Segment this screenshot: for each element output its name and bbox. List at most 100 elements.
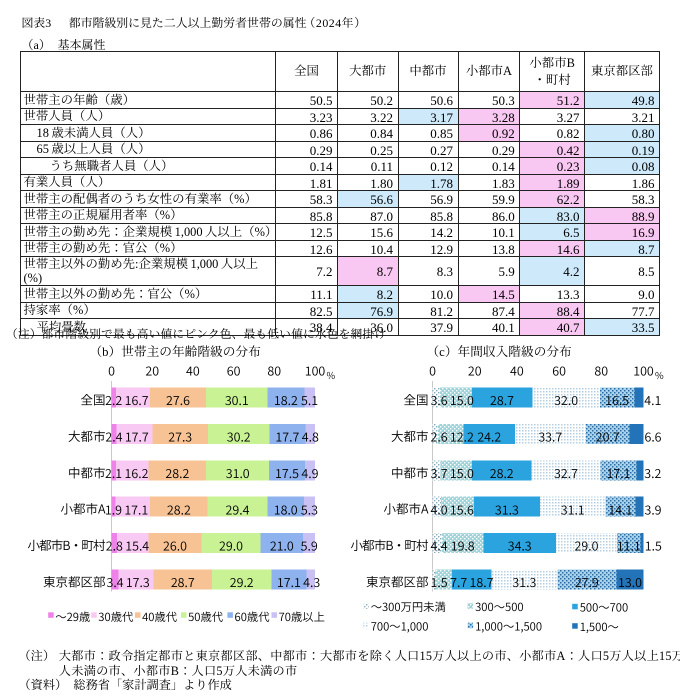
svg-text:30.1: 30.1 bbox=[225, 390, 249, 409]
svg-text:小都市B・町村: 小都市B・町村 bbox=[28, 535, 106, 554]
svg-text:15.0: 15.0 bbox=[450, 463, 474, 482]
svg-text:16.5: 16.5 bbox=[605, 390, 629, 409]
svg-text:17.1: 17.1 bbox=[607, 463, 631, 482]
svg-text:3.6: 3.6 bbox=[431, 390, 448, 409]
svg-text:16.2: 16.2 bbox=[125, 463, 149, 482]
svg-text:小都市A: 小都市A bbox=[383, 499, 429, 518]
svg-text:80: 80 bbox=[267, 361, 281, 380]
svg-text:1.5: 1.5 bbox=[645, 536, 662, 555]
svg-text:7.7: 7.7 bbox=[450, 572, 467, 591]
svg-text:2.8: 2.8 bbox=[106, 536, 123, 555]
svg-text:2.2: 2.2 bbox=[105, 390, 122, 409]
svg-text:40歳代: 40歳代 bbox=[142, 609, 177, 625]
svg-text:3.9: 3.9 bbox=[644, 499, 661, 518]
svg-text:21.0: 21.0 bbox=[270, 536, 294, 555]
svg-text:6.6: 6.6 bbox=[644, 427, 661, 446]
svg-text:31.3: 31.3 bbox=[512, 572, 536, 591]
svg-text:15.0: 15.0 bbox=[450, 390, 474, 409]
svg-text:26.0: 26.0 bbox=[163, 536, 187, 555]
svg-text:27.6: 27.6 bbox=[166, 390, 190, 409]
svg-text:31.1: 31.1 bbox=[561, 499, 585, 518]
svg-text:300～500: 300～500 bbox=[475, 599, 524, 615]
svg-text:全国: 全国 bbox=[403, 390, 428, 409]
svg-text:0: 0 bbox=[108, 361, 115, 380]
svg-text:29.4: 29.4 bbox=[226, 499, 250, 518]
svg-text:5.9: 5.9 bbox=[301, 536, 318, 555]
svg-text:12.2: 12.2 bbox=[450, 427, 474, 446]
svg-text:28.7: 28.7 bbox=[171, 572, 195, 591]
svg-text:0: 0 bbox=[429, 361, 436, 380]
svg-text:700～1,000: 700～1,000 bbox=[371, 619, 429, 635]
svg-text:40: 40 bbox=[186, 361, 200, 380]
svg-text:17.1: 17.1 bbox=[124, 499, 148, 518]
svg-text:30歳代: 30歳代 bbox=[98, 609, 133, 625]
svg-text:40: 40 bbox=[510, 361, 524, 380]
svg-text:全国: 全国 bbox=[80, 390, 105, 409]
svg-text:小都市B・町村: 小都市B・町村 bbox=[351, 535, 429, 554]
svg-text:18.2: 18.2 bbox=[274, 390, 298, 409]
svg-text:17.1: 17.1 bbox=[277, 572, 301, 591]
svg-text:3.4: 3.4 bbox=[106, 572, 123, 591]
svg-text:17.7: 17.7 bbox=[125, 427, 149, 446]
svg-text:4.3: 4.3 bbox=[303, 572, 320, 591]
svg-text:18.0: 18.0 bbox=[274, 499, 298, 518]
svg-text:大都市: 大都市 bbox=[391, 426, 429, 445]
svg-text:28.2: 28.2 bbox=[167, 499, 191, 518]
svg-text:1.5: 1.5 bbox=[431, 572, 448, 591]
svg-text:4.4: 4.4 bbox=[431, 536, 448, 555]
svg-text:28.7: 28.7 bbox=[490, 390, 514, 409]
svg-text:24.2: 24.2 bbox=[477, 427, 501, 446]
svg-text:27.3: 27.3 bbox=[168, 427, 192, 446]
svg-text:50歳代: 50歳代 bbox=[188, 609, 223, 625]
svg-text:中都市: 中都市 bbox=[68, 462, 106, 481]
svg-text:2.6: 2.6 bbox=[431, 427, 448, 446]
svg-text:東京都区部: 東京都区部 bbox=[43, 572, 106, 591]
svg-text:4.8: 4.8 bbox=[302, 427, 319, 446]
svg-text:11.1: 11.1 bbox=[617, 536, 641, 555]
svg-text:大都市: 大都市 bbox=[68, 426, 106, 445]
svg-text:～29歳: ～29歳 bbox=[55, 609, 90, 625]
svg-text:15.6: 15.6 bbox=[450, 499, 474, 518]
svg-text:32.7: 32.7 bbox=[554, 463, 578, 482]
svg-text:15.4: 15.4 bbox=[125, 536, 149, 555]
svg-text:20: 20 bbox=[468, 361, 482, 380]
svg-text:4.9: 4.9 bbox=[301, 463, 318, 482]
svg-text:33.7: 33.7 bbox=[538, 427, 562, 446]
svg-text:2.4: 2.4 bbox=[105, 427, 122, 446]
svg-text:16.7: 16.7 bbox=[125, 390, 149, 409]
svg-text:17.3: 17.3 bbox=[126, 572, 150, 591]
svg-text:27.9: 27.9 bbox=[575, 572, 599, 591]
svg-text:28.2: 28.2 bbox=[165, 463, 189, 482]
svg-text:29.2: 29.2 bbox=[230, 572, 254, 591]
svg-text:29.0: 29.0 bbox=[575, 536, 599, 555]
svg-text:29.0: 29.0 bbox=[219, 536, 243, 555]
svg-text:%: % bbox=[327, 368, 336, 382]
svg-text:70歳以上: 70歳以上 bbox=[279, 609, 325, 625]
svg-text:18.7: 18.7 bbox=[470, 572, 494, 591]
svg-text:100: 100 bbox=[633, 361, 654, 380]
svg-text:17.7: 17.7 bbox=[275, 427, 299, 446]
svg-text:80: 80 bbox=[594, 361, 608, 380]
svg-text:60: 60 bbox=[227, 361, 241, 380]
svg-text:5.3: 5.3 bbox=[301, 499, 318, 518]
svg-text:31.3: 31.3 bbox=[495, 499, 519, 518]
svg-text:60歳代: 60歳代 bbox=[235, 609, 270, 625]
svg-text:60: 60 bbox=[552, 361, 566, 380]
svg-text:4.0: 4.0 bbox=[431, 499, 448, 518]
svg-text:5.1: 5.1 bbox=[301, 390, 318, 409]
svg-text:20: 20 bbox=[145, 361, 159, 380]
svg-text:28.2: 28.2 bbox=[490, 463, 514, 482]
svg-text:3.7: 3.7 bbox=[431, 463, 448, 482]
svg-text:1,500～: 1,500～ bbox=[580, 619, 619, 635]
svg-text:3.2: 3.2 bbox=[644, 463, 661, 482]
svg-text:31.0: 31.0 bbox=[226, 463, 250, 482]
svg-text:2.1: 2.1 bbox=[105, 463, 122, 482]
svg-text:34.3: 34.3 bbox=[508, 536, 532, 555]
svg-text:4.1: 4.1 bbox=[644, 390, 661, 409]
svg-text:100: 100 bbox=[305, 361, 326, 380]
svg-text:500～700: 500～700 bbox=[580, 600, 629, 616]
svg-text:～300万円未満: ～300万円未満 bbox=[371, 599, 446, 615]
svg-text:%: % bbox=[655, 368, 664, 382]
svg-text:19.8: 19.8 bbox=[451, 536, 475, 555]
svg-text:20.7: 20.7 bbox=[596, 427, 620, 446]
